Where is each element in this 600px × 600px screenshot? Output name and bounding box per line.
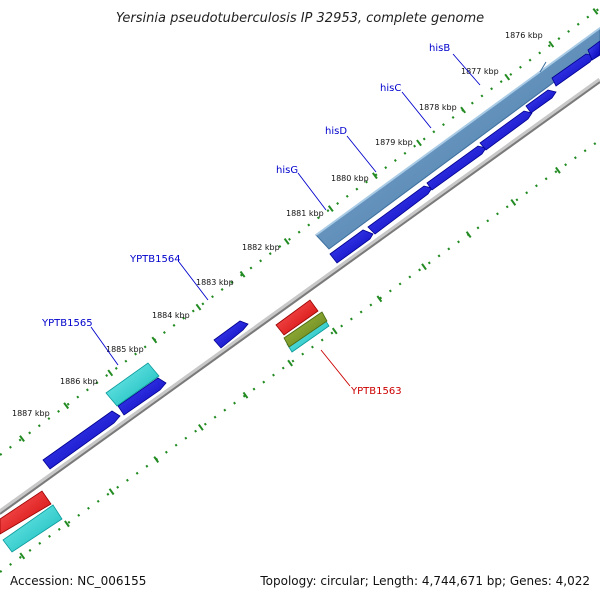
gene-label-hisD[interactable]: hisD xyxy=(325,126,347,137)
red-gene-YPTB1563[interactable] xyxy=(275,299,319,336)
gene-arrow-lower-left[interactable] xyxy=(42,410,121,470)
inner-major-tick xyxy=(64,520,70,528)
red-feature-track xyxy=(0,299,319,535)
inner-major-tick xyxy=(510,199,517,206)
outer-major-tick xyxy=(327,205,334,212)
gene-arrow-YPTB1565[interactable] xyxy=(117,377,167,416)
kbp-label-1883: 1883 kbp xyxy=(196,278,234,287)
outer-tick-track xyxy=(0,7,600,456)
kbp-label-1882: 1882 kbp xyxy=(242,243,280,252)
inner-major-tick xyxy=(108,488,115,496)
inner-major-tick xyxy=(153,456,160,463)
middle-gene-track xyxy=(42,320,249,470)
cyan-feature-track xyxy=(2,317,330,553)
outer-major-tick xyxy=(548,40,555,48)
topology-text: Topology: circular; Length: 4,744,671 bp… xyxy=(259,574,590,588)
inner-major-tick xyxy=(242,391,249,399)
inner-major-tick xyxy=(331,327,338,335)
gene-arrow-hisF[interactable] xyxy=(587,40,600,61)
operon-band[interactable] xyxy=(315,27,600,250)
cyan-feature-YPTB1565[interactable] xyxy=(105,362,160,407)
gene-arrow-hisD[interactable] xyxy=(367,185,433,235)
outer-major-tick xyxy=(195,303,202,311)
accession-text: Accession: NC_006155 xyxy=(10,574,146,588)
inner-major-tick xyxy=(465,231,472,238)
gene-label-leaders xyxy=(90,53,481,387)
operon-divider xyxy=(539,61,547,73)
outer-major-tick xyxy=(107,369,114,377)
gene-arrow-hisC[interactable] xyxy=(426,145,487,191)
kbp-label-1881: 1881 kbp xyxy=(286,209,324,218)
kbp-label-1879: 1879 kbp xyxy=(375,138,413,147)
outer-major-tick xyxy=(372,172,378,180)
outer-major-tick xyxy=(151,336,158,344)
gene-label-hisG[interactable]: hisG xyxy=(276,165,298,176)
inner-major-tick xyxy=(19,552,26,560)
gene-labels: hisB hisC hisD hisG YPTB1564 YPTB1565 YP… xyxy=(41,43,450,397)
inner-major-tick xyxy=(287,359,293,367)
gene-label-YPTB1563[interactable]: YPTB1563 xyxy=(350,386,402,397)
outer-major-tick xyxy=(63,402,70,410)
inner-major-ticks xyxy=(19,166,561,560)
cyan-feature-bottom-left[interactable] xyxy=(2,504,63,553)
gene-label-YPTB1565[interactable]: YPTB1565 xyxy=(41,318,93,329)
kbp-label-1878: 1878 kbp xyxy=(419,103,457,112)
outer-major-tick xyxy=(592,8,599,15)
kbp-label-1884: 1884 kbp xyxy=(152,311,190,320)
inner-major-tick xyxy=(197,423,204,431)
outer-major-tick xyxy=(504,73,511,81)
outer-major-tick xyxy=(19,435,25,442)
olive-feature-YPTB1563[interactable] xyxy=(283,311,328,348)
gene-arrow-hisB[interactable] xyxy=(479,110,533,151)
kbp-scale-labels: 1876 kbp 1877 kbp 1878 kbp 1879 kbp 1880… xyxy=(12,31,543,418)
kbp-label-1887: 1887 kbp xyxy=(12,409,50,418)
inner-major-tick xyxy=(376,295,383,303)
inner-tick-track xyxy=(0,139,600,573)
gene-arrow-YPTB1564[interactable] xyxy=(213,320,249,349)
gene-label-hisC[interactable]: hisC xyxy=(380,83,401,94)
upper-gene-track xyxy=(329,40,600,264)
outer-major-tick xyxy=(283,238,290,245)
inner-major-tick xyxy=(421,263,427,271)
gene-label-hisB[interactable]: hisB xyxy=(429,43,450,54)
gene-label-YPTB1564[interactable]: YPTB1564 xyxy=(129,254,181,265)
outer-major-tick xyxy=(416,139,422,147)
red-gene-bottom-left[interactable] xyxy=(0,490,52,535)
kbp-label-1876: 1876 kbp xyxy=(505,31,543,40)
kbp-label-1877: 1877 kbp xyxy=(461,67,499,76)
inner-major-tick xyxy=(555,166,561,174)
kbp-label-1885: 1885 kbp xyxy=(106,345,144,354)
genome-backbone xyxy=(0,77,600,515)
map-title: Yersinia pseudotuberculosis IP 32953, co… xyxy=(116,11,484,26)
outer-major-tick xyxy=(239,270,246,278)
gene-arrow-hisG[interactable] xyxy=(329,229,374,264)
outer-major-tick xyxy=(460,106,467,114)
outer-major-ticks xyxy=(19,8,599,442)
kbp-label-1886: 1886 kbp xyxy=(60,377,98,386)
kbp-label-1880: 1880 kbp xyxy=(331,174,369,183)
gene-arrow-hisH[interactable] xyxy=(525,89,557,114)
